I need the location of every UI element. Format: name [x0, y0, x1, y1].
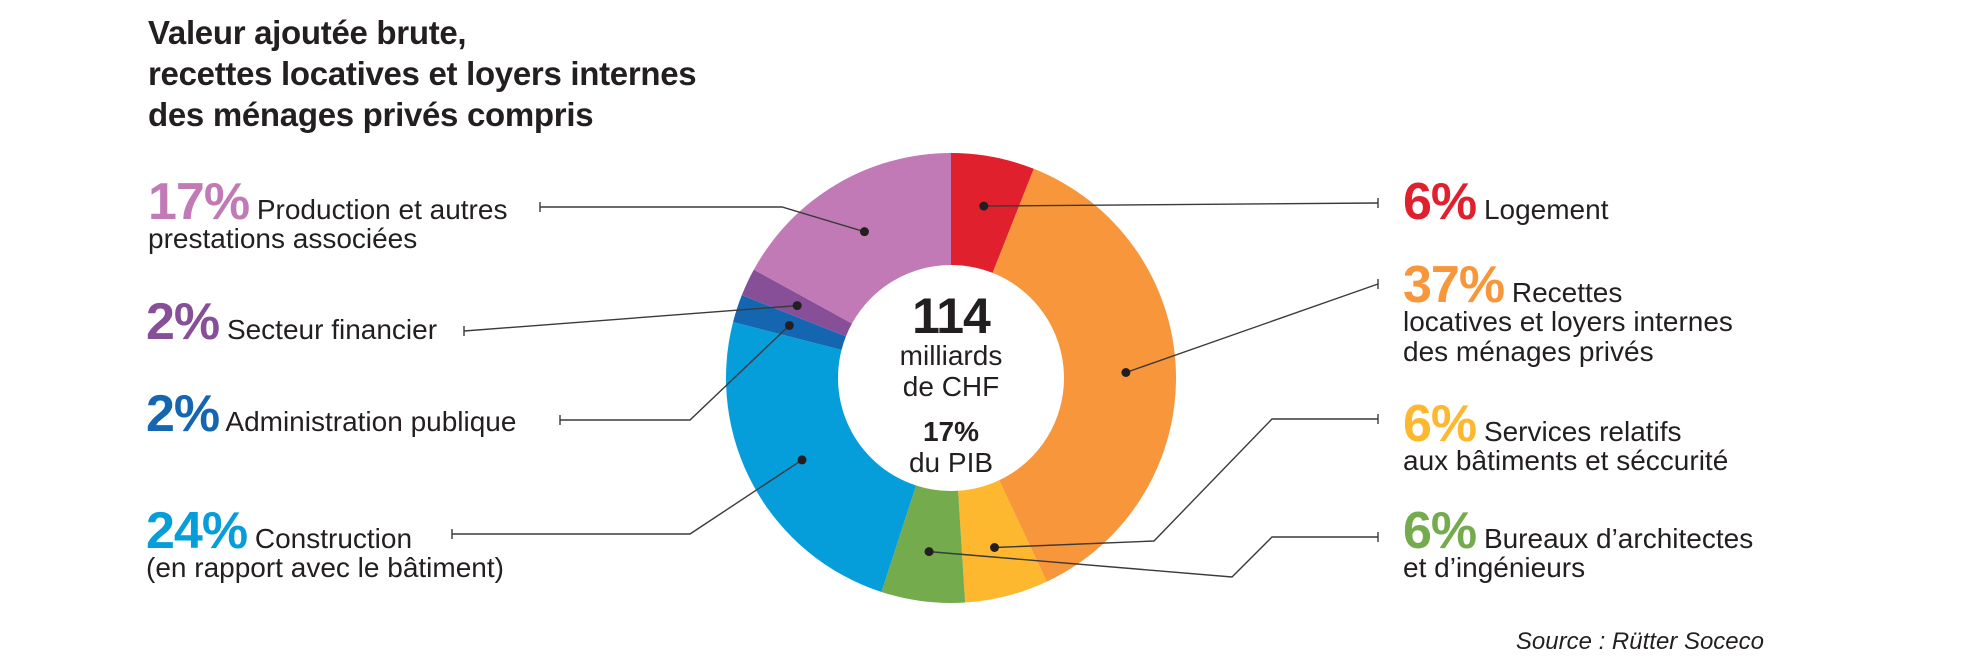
label-secteur-financier: 2% Secteur financier: [146, 296, 437, 348]
leader-line-administration-publique: [560, 324, 790, 421]
leader-line-recettes: [1125, 283, 1379, 374]
leader-line-secteur-financier: [463, 304, 798, 332]
center-share: 17%: [922, 416, 980, 447]
name-services-line2: aux bâtiments et séccurité: [1403, 445, 1729, 476]
pct-administration: 2%: [146, 385, 220, 443]
leader-dot-logement: [979, 201, 989, 211]
name-services: Services relatifs: [1483, 416, 1682, 447]
center-total-value: 114: [912, 288, 991, 344]
label-logement: 6% Logement: [1403, 176, 1608, 228]
leader-line-production-et-autres: [540, 206, 865, 233]
name-bureaux: Bureaux d’architectes: [1483, 523, 1754, 554]
leader-line-services-relatifs: [994, 418, 1378, 549]
name-construction-line2: (en rapport avec le bâtiment): [146, 552, 504, 583]
name-secteur-financier: Secteur financier: [226, 314, 438, 345]
pct-bureaux: 6%: [1403, 502, 1477, 560]
leader-dot-services-relatifs: [990, 543, 1000, 553]
leader-dot-production-et-autres: [859, 227, 869, 237]
name-production: Production et autres: [256, 194, 508, 225]
name-administration: Administration publique: [225, 406, 517, 437]
pct-services: 6%: [1403, 395, 1477, 453]
label-production: 17% Production et autres prestations ass…: [148, 176, 507, 254]
label-construction: 24% Construction (en rapport avec le bât…: [146, 505, 504, 583]
pct-production: 17%: [148, 173, 250, 231]
pct-construction: 24%: [146, 502, 248, 560]
label-recettes: 37% Recettes locatives et loyers interne…: [1403, 259, 1733, 367]
name-recettes-line3: des ménages privés: [1403, 336, 1654, 367]
leader-line-bureaux-d-architectes: [929, 536, 1378, 578]
name-bureaux-line2: et d’ingénieurs: [1403, 552, 1586, 583]
slice-recettes: [992, 168, 1176, 582]
label-services: 6% Services relatifs aux bâtiments et sé…: [1403, 398, 1728, 476]
name-recettes: Recettes: [1511, 277, 1623, 308]
center-unit-line1: milliards: [899, 340, 1003, 371]
label-administration: 2% Administration publique: [146, 388, 516, 440]
donut-center: 114 milliards de CHF 17% du PIB: [851, 288, 1051, 478]
slice-logement: [951, 153, 1034, 273]
name-production-line2: prestations associées: [148, 223, 418, 254]
leader-dot-recettes: [1121, 368, 1131, 378]
leader-dot-bureaux-d-architectes: [924, 547, 934, 557]
slice-bureaux-d-architectes: [881, 485, 966, 603]
chart-title-line-1: Valeur ajoutée brute,: [148, 14, 467, 51]
slice-construction: [725, 322, 917, 592]
source-note: Source : Rütter Soceco: [1515, 628, 1764, 655]
chart-title-line-2: recettes locatives et loyers internes: [148, 55, 697, 92]
chart-title: Valeur ajoutée brute, recettes locatives…: [148, 12, 697, 135]
label-bureaux: 6% Bureaux d’architectes et d’ingénieurs: [1403, 505, 1753, 583]
pct-logement: 6%: [1403, 173, 1477, 231]
leader-dot-secteur-financier: [792, 301, 802, 311]
name-recettes-line2: locatives et loyers internes: [1403, 306, 1733, 337]
leader-dot-construction: [797, 455, 807, 465]
center-share-label: du PIB: [908, 447, 994, 478]
leader-dot-administration-publique: [784, 320, 794, 330]
name-logement: Logement: [1483, 194, 1609, 225]
pct-recettes: 37%: [1403, 256, 1505, 314]
leader-line-construction: [452, 459, 803, 535]
slice-services-relatifs: [958, 480, 1047, 603]
pct-secteur-financier: 2%: [146, 293, 220, 351]
slice-production-et-autres: [753, 153, 951, 324]
chart-title-line-3: des ménages privés compris: [148, 96, 594, 133]
name-construction: Construction: [254, 523, 413, 554]
leader-line-logement: [983, 202, 1379, 207]
center-unit-line2: de CHF: [902, 371, 1000, 402]
